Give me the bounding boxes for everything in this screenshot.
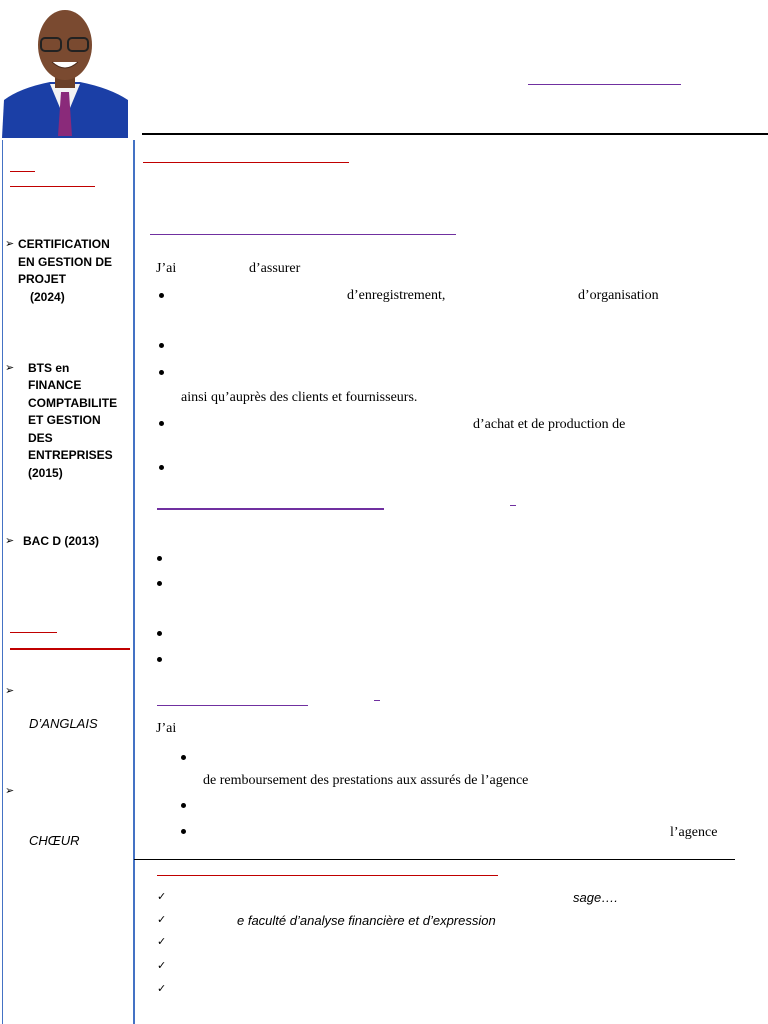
- bullet: [159, 370, 164, 375]
- edu-line: PROJET: [18, 272, 67, 286]
- rule: [157, 705, 308, 706]
- arrow-bullet: ➢: [5, 684, 15, 697]
- edu-line: ET GESTION: [28, 413, 101, 427]
- check: ✓: [157, 959, 167, 972]
- rule: [134, 859, 735, 860]
- rule: [510, 505, 516, 506]
- skill-text: e faculté d’analyse financière et d’expr…: [237, 913, 496, 928]
- edu-line: FINANCE: [28, 378, 82, 392]
- check: ✓: [157, 935, 167, 948]
- text: d’enregistrement,: [347, 288, 446, 303]
- bullet: [157, 657, 162, 662]
- rule: [142, 133, 768, 135]
- arrow-bullet: ➢: [5, 361, 15, 374]
- bullet: [181, 829, 186, 834]
- bullet: [159, 293, 164, 298]
- text: ainsi qu’auprès des clients et fournisse…: [181, 390, 418, 405]
- bullet: [157, 581, 162, 586]
- glasses-l: [40, 37, 62, 52]
- face: [38, 10, 92, 80]
- skill-text: sage….: [573, 890, 618, 905]
- check: ✓: [157, 982, 167, 995]
- edu-line: (2015): [28, 466, 63, 480]
- bullet: [159, 465, 164, 470]
- rule: [10, 632, 57, 633]
- edu-line: BTS en: [28, 361, 70, 375]
- edu-line: DES: [28, 431, 53, 445]
- text: de remboursement des prestations aux ass…: [203, 773, 529, 788]
- edu-line: ENTREPRISES: [28, 448, 113, 462]
- text: J’ai: [156, 261, 177, 276]
- rule: [10, 171, 35, 172]
- tie: [58, 92, 72, 136]
- smile: [51, 61, 79, 69]
- bullet: [181, 803, 186, 808]
- bullet: [159, 421, 164, 426]
- text: J’ai: [156, 721, 177, 736]
- text: d’achat et de production de: [473, 417, 626, 432]
- hobby: CHŒUR: [29, 833, 80, 848]
- text: d’organisation: [578, 288, 659, 303]
- text: l’agence: [670, 825, 718, 840]
- rule: [10, 186, 95, 187]
- rule: [150, 234, 456, 235]
- bullet: [157, 631, 162, 636]
- rule: [528, 84, 681, 85]
- rule: [374, 700, 380, 701]
- edu-line: COMPTABILITE: [28, 396, 118, 410]
- rule: [10, 648, 130, 650]
- edu-line: BAC D (2013): [23, 534, 100, 548]
- arrow-bullet: ➢: [5, 534, 15, 547]
- bullet: [181, 755, 186, 760]
- rule: [143, 162, 349, 163]
- photo: [0, 0, 130, 138]
- bullet: [157, 556, 162, 561]
- edu-line: CERTIFICATION: [18, 237, 110, 251]
- arrow-bullet: ➢: [5, 237, 15, 250]
- rule: [157, 875, 498, 876]
- glasses-r: [67, 37, 89, 52]
- check: ✓: [157, 890, 167, 903]
- rule: [157, 508, 384, 510]
- bullet: [159, 343, 164, 348]
- text: d’assurer: [249, 261, 301, 276]
- arrow-bullet: ➢: [5, 784, 15, 797]
- language: D’ANGLAIS: [29, 716, 98, 731]
- edu-line: EN GESTION DE: [18, 255, 113, 269]
- edu-line: (2024): [30, 290, 65, 304]
- check: ✓: [157, 913, 167, 926]
- sidebar-border: [2, 140, 135, 1024]
